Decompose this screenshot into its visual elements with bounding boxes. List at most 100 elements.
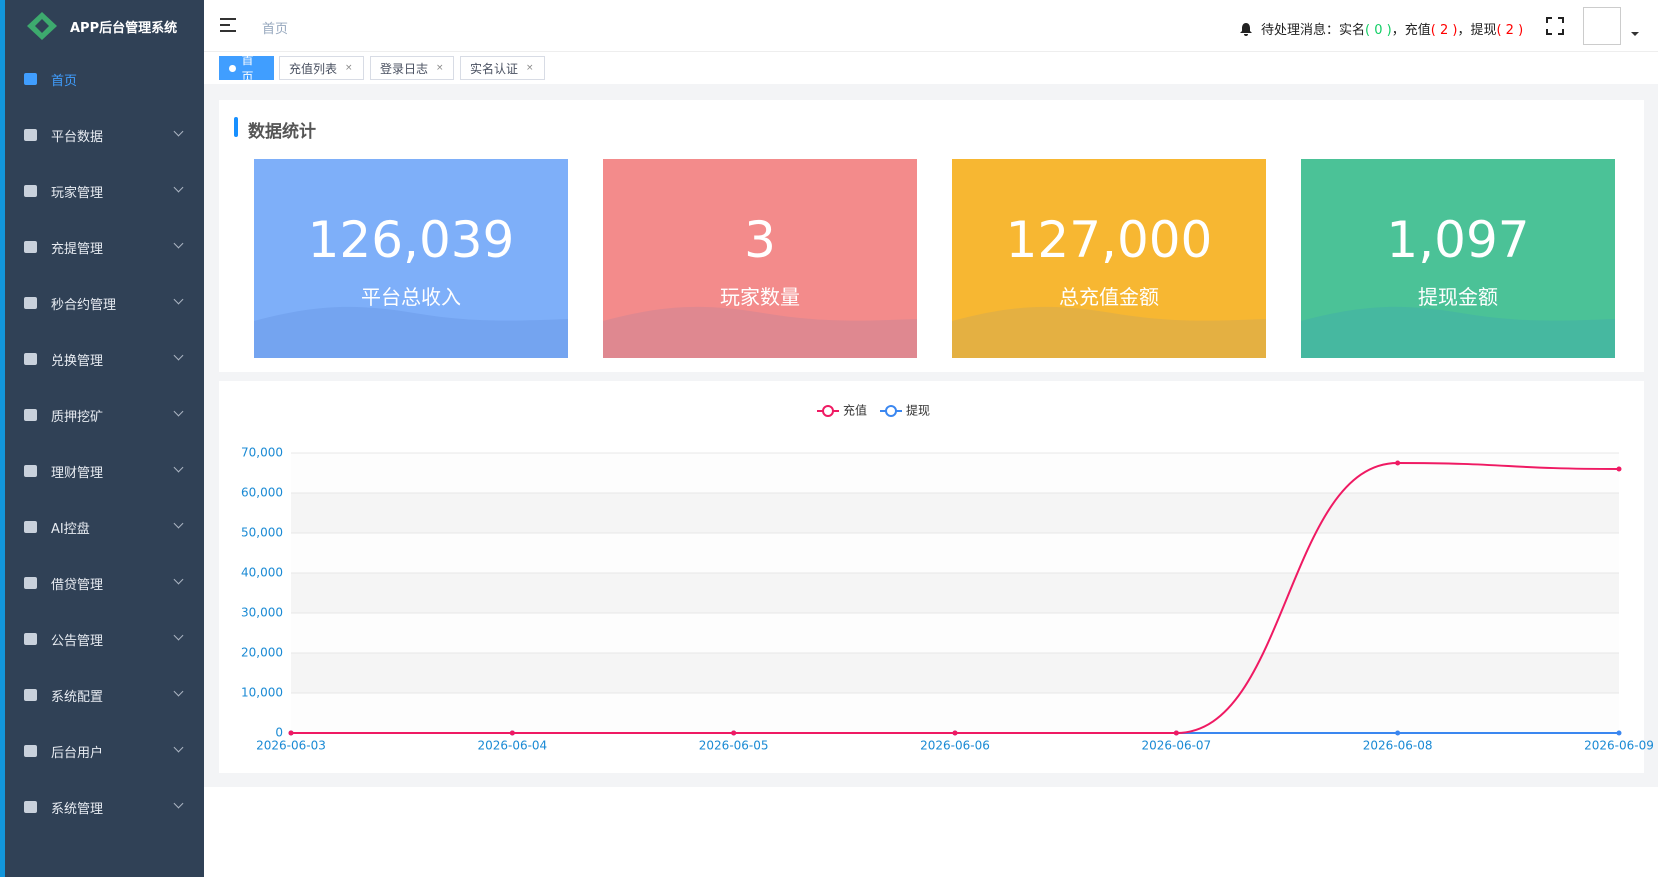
tab[interactable]: 实名认证 ×	[460, 56, 545, 80]
sidebar: APP后台管理系统 首页 平台数据 玩家管理 充提管理 秒合约管理 兑换管理 质押挖矿 理财管…	[0, 0, 204, 877]
menu-icon	[24, 689, 37, 701]
menu-item[interactable]: 系统管理	[5, 787, 204, 827]
tab-close[interactable]: ×	[436, 63, 444, 73]
data-point	[1173, 730, 1179, 736]
menu-icon	[24, 73, 37, 85]
notice-label: 待处理消息：	[1261, 23, 1340, 38]
y-tick-label: 0	[275, 726, 283, 740]
data-point	[509, 730, 515, 736]
legend-label: 提现	[906, 403, 930, 418]
tab-label: 充值列表	[289, 61, 338, 76]
menu-item[interactable]: 借贷管理	[5, 563, 204, 603]
y-tick-label: 30,000	[241, 606, 283, 620]
caret[interactable]	[1630, 31, 1640, 37]
data-point	[1395, 730, 1401, 736]
stat-card: 126,039 平台总收入	[254, 159, 568, 358]
menu-item[interactable]: 充提管理	[5, 227, 204, 267]
title-bar	[234, 117, 238, 137]
hamburger[interactable]	[220, 17, 238, 33]
x-tick-label: 2026-06-04	[477, 739, 547, 753]
menu-item[interactable]: 兑换管理	[5, 339, 204, 379]
line-chart: 0 10,000 20,000 30,000 40,000 50,000 60,000 70,…	[241, 403, 1654, 753]
notice-count: ( 2 )	[1496, 23, 1524, 38]
x-tick-label: 2026-06-07	[1141, 739, 1211, 753]
notice-count: ( 0 )	[1365, 23, 1392, 38]
notice-name: 实名	[1339, 23, 1366, 38]
active-dot	[229, 64, 236, 72]
menu-label: 秒合约管理	[51, 297, 117, 313]
tab[interactable]: 充值列表 ×	[279, 56, 364, 80]
grid-band	[291, 453, 1619, 493]
panel-title: 数据统计	[248, 122, 316, 142]
card-wave	[1301, 306, 1615, 358]
avatar[interactable]	[1583, 7, 1621, 45]
notice-name: 充值	[1404, 23, 1431, 38]
menu-arrow	[173, 406, 184, 417]
menu-icon	[24, 521, 37, 533]
menu-item[interactable]: 平台数据	[5, 115, 204, 155]
menu-icon	[24, 577, 37, 589]
menu-item[interactable]: 首页	[5, 59, 204, 99]
menu-item[interactable]: 质押挖矿	[5, 395, 204, 435]
menu-icon	[24, 297, 37, 309]
data-point	[1616, 730, 1622, 736]
menu-label: AI控盘	[51, 521, 90, 537]
legend-marker	[885, 405, 897, 417]
menu-label: 后台用户	[51, 745, 104, 761]
menu-item[interactable]: AI控盘	[5, 507, 204, 547]
card-label: 平台总收入	[361, 285, 461, 309]
menu-item[interactable]: 系统配置	[5, 675, 204, 715]
x-tick-label: 2026-06-06	[920, 739, 990, 753]
card-value: 126,039	[307, 211, 515, 269]
tab-label: 首页	[241, 53, 254, 84]
menu-icon	[24, 633, 37, 645]
data-point	[1395, 460, 1401, 466]
data-point	[952, 730, 958, 736]
menu-icon	[24, 801, 37, 813]
grid-band	[291, 493, 1619, 533]
breadcrumb[interactable]: 首页	[262, 22, 289, 37]
y-tick-label: 40,000	[241, 566, 283, 580]
card-value: 1,097	[1386, 211, 1530, 269]
tab-label: 实名认证	[470, 61, 519, 76]
card-label: 总充值金额	[1059, 285, 1159, 309]
menu-item[interactable]: 后台用户	[5, 731, 204, 771]
menu-item[interactable]: 公告管理	[5, 619, 204, 659]
card-wave	[952, 306, 1266, 358]
legend-marker	[822, 405, 834, 417]
tab[interactable]: 首页	[219, 53, 274, 84]
card-value: 3	[744, 211, 776, 269]
menu-label: 平台数据	[51, 129, 104, 145]
menu-arrow	[173, 686, 184, 697]
tab-close[interactable]: ×	[526, 63, 534, 73]
menu-arrow	[173, 126, 184, 137]
menu-label: 首页	[51, 73, 78, 89]
data-point	[288, 730, 294, 736]
menu-arrow	[173, 630, 184, 641]
y-tick-label: 20,000	[241, 646, 283, 660]
grid-band	[291, 653, 1619, 693]
grid-band	[291, 573, 1619, 613]
y-tick-label: 50,000	[241, 526, 283, 540]
card-wave	[603, 306, 917, 358]
menu-icon	[24, 353, 37, 365]
menu-item[interactable]: 玩家管理	[5, 171, 204, 211]
stat-card: 1,097 提现金额	[1301, 159, 1615, 358]
tab-close[interactable]: ×	[345, 63, 353, 73]
fullscreen[interactable]	[1546, 17, 1564, 35]
menu-arrow	[173, 350, 184, 361]
menu-label: 系统配置	[51, 689, 104, 705]
menu-label: 理财管理	[51, 465, 104, 481]
menu-item[interactable]: 理财管理	[5, 451, 204, 491]
tab[interactable]: 登录日志 ×	[370, 56, 454, 80]
menu-label: 借贷管理	[51, 577, 104, 593]
grid-band	[291, 533, 1619, 573]
card-label: 玩家数量	[720, 285, 800, 309]
menu-icon	[24, 465, 37, 477]
menu-icon	[24, 409, 37, 421]
notice: 待处理消息：实名( 0 )，充值( 2 )，提现( 2 )	[1239, 19, 1523, 38]
menu-label: 公告管理	[51, 633, 104, 649]
menu-icon	[24, 185, 37, 197]
menu-item[interactable]: 秒合约管理	[5, 283, 204, 323]
